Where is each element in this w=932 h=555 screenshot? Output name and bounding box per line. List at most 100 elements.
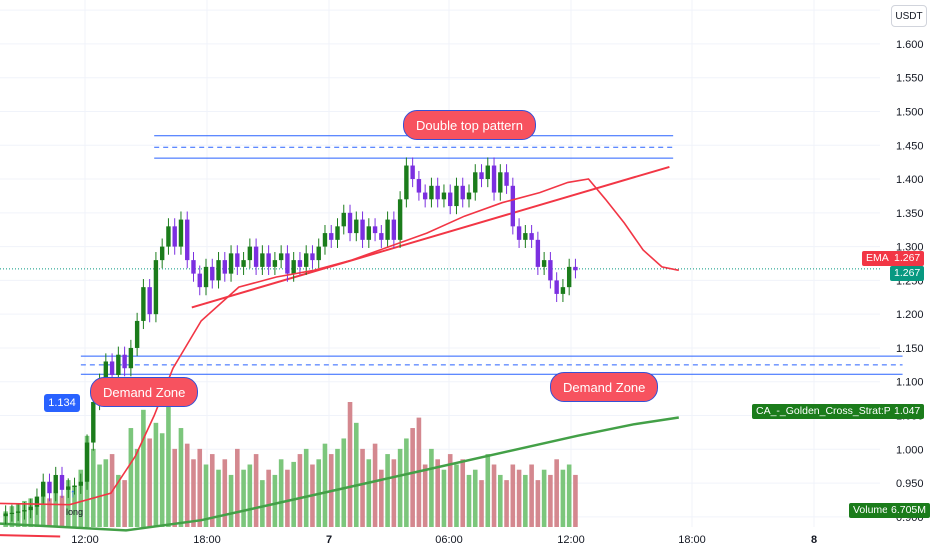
volume-bar: [166, 402, 171, 527]
candle-body: [422, 192, 428, 200]
volume-bar: [178, 428, 184, 527]
candle-body: [103, 361, 109, 382]
ema-line: [0, 178, 679, 506]
demand-zone-right-label: Demand Zone: [550, 372, 659, 402]
volume-bar: [335, 448, 340, 527]
candle-body: [172, 226, 177, 247]
candle-body: [573, 266, 578, 271]
volume-bar: [498, 474, 503, 527]
volume-bar: [554, 459, 559, 527]
volume-bars: [3, 402, 578, 527]
candle-body: [253, 246, 259, 267]
volume-bar: [172, 448, 178, 527]
candle-body: [466, 192, 472, 200]
candle-body: [310, 253, 315, 261]
candle-body: [416, 179, 422, 193]
volume-bar: [65, 480, 71, 527]
x-tick-label: 18:00: [678, 534, 706, 546]
candle-body: [272, 260, 278, 267]
volume-bar: [341, 438, 347, 527]
candle-body: [178, 219, 184, 247]
y-tick-label: 1.150: [896, 343, 924, 355]
volume-bar: [216, 469, 221, 527]
candle-body: [510, 185, 516, 227]
volume-bar: [397, 448, 403, 527]
x-tick-label: 7: [326, 534, 332, 546]
candle-body: [297, 260, 303, 267]
candle-body: [59, 474, 65, 490]
x-tick-label: 18:00: [193, 534, 221, 546]
volume-bar: [516, 469, 522, 527]
candle-body: [429, 185, 434, 200]
volume-bar: [541, 469, 547, 527]
candle-body: [128, 347, 134, 369]
volume-bar: [184, 443, 190, 527]
candle-body: [185, 219, 190, 261]
volume-bar: [128, 428, 134, 527]
candle-body: [372, 226, 378, 234]
candle-body: [379, 233, 384, 240]
volume-bar: [147, 438, 152, 527]
candle-body: [329, 233, 334, 240]
volume-bar: [285, 469, 290, 527]
candle-body: [504, 172, 509, 186]
candle-body: [516, 226, 522, 240]
demand-zone-left-label: Demand Zone: [90, 377, 199, 407]
candle-body: [147, 287, 152, 315]
candle-body: [141, 287, 146, 321]
candle-body: [566, 266, 572, 288]
candle-body: [354, 219, 359, 234]
candle-body: [391, 219, 397, 240]
double-top-label: Double top pattern: [403, 110, 536, 140]
candle-body: [28, 506, 33, 511]
candle-body: [448, 192, 453, 207]
volume-value: 6.705M: [887, 503, 931, 518]
candle-body: [34, 496, 40, 507]
zones: [80, 135, 903, 375]
candle-body: [303, 253, 309, 267]
x-tick-label: 12:00: [557, 534, 585, 546]
candle-body: [191, 260, 196, 274]
y-tick-label: 1.350: [896, 208, 924, 220]
volume-bar: [278, 459, 284, 527]
volume-bar: [410, 428, 415, 527]
y-tick-label: 0.950: [896, 478, 924, 490]
volume-bar: [291, 461, 296, 527]
candle-body: [222, 260, 227, 274]
candle-body: [210, 266, 215, 281]
volume-bar: [235, 448, 240, 527]
candle-body: [266, 253, 271, 267]
candle-body: [47, 481, 52, 494]
candle-body: [197, 273, 202, 288]
currency-button[interactable]: USDT: [891, 5, 927, 27]
candle-body: [41, 481, 46, 497]
candle-body: [53, 474, 58, 494]
ema-label: EMA: [862, 251, 893, 266]
volume-bar: [391, 459, 397, 527]
y-tick-label: 1.400: [896, 174, 924, 186]
candle-body: [316, 246, 321, 261]
volume-bar: [491, 464, 497, 527]
volume-bar: [134, 448, 140, 527]
volume-bar: [529, 464, 534, 527]
candle-body: [216, 260, 221, 281]
x-tick-label: 06:00: [435, 534, 463, 546]
candle-body: [22, 510, 27, 512]
volume-bar: [385, 454, 390, 527]
volume-bar: [159, 433, 165, 527]
candle-body: [291, 260, 296, 274]
x-axis: 12:00 18:00 7 06:00 12:00 18:00 8: [71, 534, 817, 546]
volume-bar: [379, 469, 384, 527]
volume-bar: [297, 454, 303, 527]
candle-body: [479, 172, 484, 180]
candle-body: [454, 185, 459, 207]
candle-body: [554, 280, 559, 294]
y-tick-label: 1.600: [896, 39, 924, 51]
volume-bar: [47, 498, 52, 527]
y-tick-label: 1.450: [896, 140, 924, 152]
volume-bar: [466, 474, 472, 527]
candle-body: [535, 239, 541, 267]
x-tick-label: 8: [811, 534, 817, 546]
